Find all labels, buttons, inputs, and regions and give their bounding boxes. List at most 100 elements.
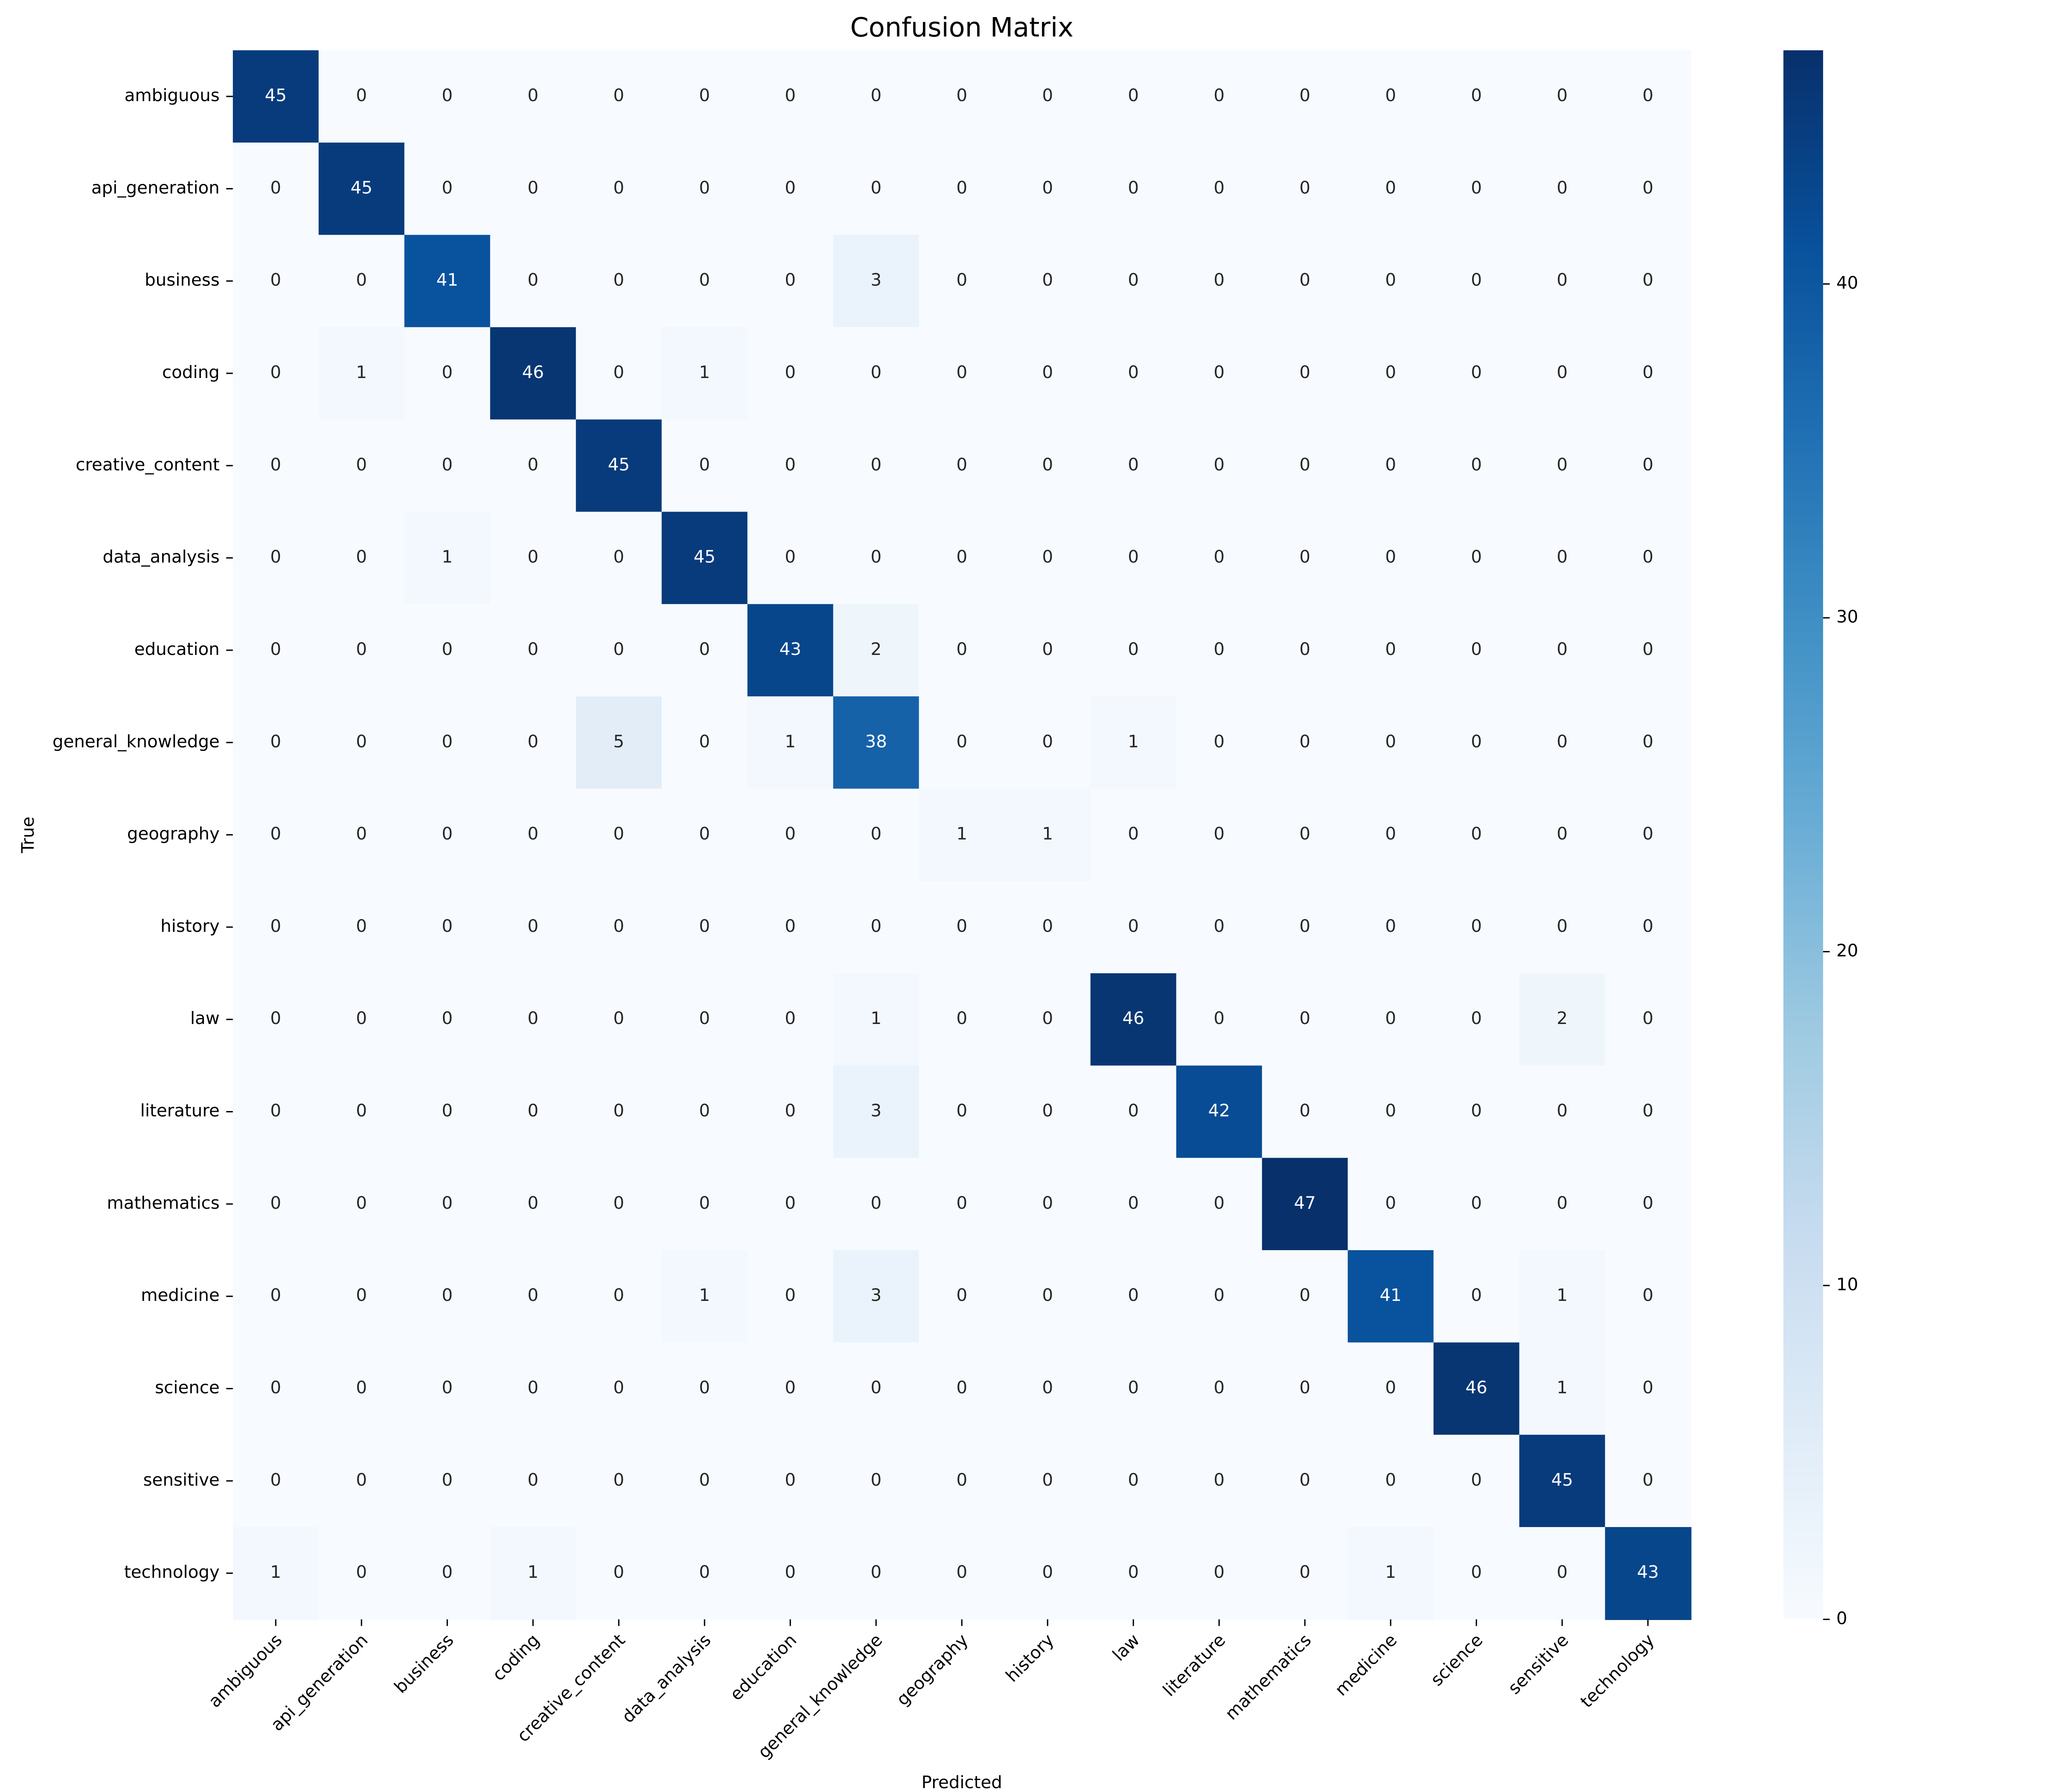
colorbar-tick-label: 40 — [1836, 273, 1858, 293]
cell — [233, 1342, 320, 1436]
cell — [1262, 143, 1349, 236]
cell — [576, 327, 663, 420]
cell-label: 0 — [956, 85, 967, 105]
cell-label: 0 — [1299, 177, 1310, 198]
cell — [747, 235, 834, 328]
cell-label: 0 — [1128, 85, 1139, 105]
cell-label: 0 — [1128, 362, 1139, 382]
cell — [576, 881, 663, 974]
cell — [1605, 604, 1692, 697]
cell — [1004, 1250, 1091, 1343]
x-tick-label: business — [390, 1630, 457, 1697]
cell-label: 0 — [1299, 270, 1310, 290]
cell — [1347, 327, 1434, 420]
cell — [1519, 604, 1606, 697]
cell — [1519, 1250, 1606, 1343]
cell-label: 0 — [1471, 1470, 1482, 1490]
cell — [1090, 1250, 1177, 1343]
cell — [747, 512, 834, 605]
cell-label: 0 — [270, 362, 281, 382]
cell — [1090, 1065, 1177, 1159]
cell-label: 0 — [1042, 1378, 1053, 1398]
cell-label: 0 — [442, 731, 453, 751]
x-tick-label: technology — [1577, 1630, 1658, 1711]
y-tick-label: history — [160, 916, 220, 936]
cell — [490, 881, 577, 974]
cell — [1605, 788, 1692, 882]
cell — [490, 788, 577, 882]
cell-label: 41 — [436, 270, 458, 290]
cell-label: 0 — [1642, 916, 1653, 936]
cell-label: 0 — [1042, 1285, 1053, 1305]
x-tick-label: data_analysis — [618, 1630, 715, 1727]
cell-label: 0 — [1128, 824, 1139, 844]
cell-label: 0 — [442, 454, 453, 474]
cell-label: 3 — [870, 270, 881, 290]
cell-label: 0 — [1299, 916, 1310, 936]
cell-label: 0 — [785, 1470, 796, 1490]
cell-label: 0 — [1556, 824, 1568, 844]
cell-label: 0 — [442, 1101, 453, 1121]
cell-label: 0 — [1556, 1101, 1568, 1121]
cell-label: 1 — [1042, 824, 1053, 844]
cell — [490, 1342, 577, 1436]
cell — [404, 1527, 491, 1620]
cell-label: 0 — [1556, 270, 1568, 290]
cell — [318, 1434, 405, 1528]
cell-label: 0 — [527, 639, 538, 659]
cell-label: 0 — [270, 1101, 281, 1121]
cell-label: 0 — [442, 1193, 453, 1213]
cell-label: 0 — [1213, 270, 1225, 290]
cell-label: 0 — [1385, 177, 1396, 198]
cell-label: 0 — [1642, 1193, 1653, 1213]
cell — [1433, 1434, 1520, 1528]
cell-label: 0 — [956, 1193, 967, 1213]
cell-label: 0 — [699, 177, 710, 198]
cell-label: 0 — [699, 85, 710, 105]
cell-label: 1 — [527, 1562, 538, 1582]
cell-label: 0 — [1213, 1470, 1225, 1490]
cell-label: 0 — [1299, 1285, 1310, 1305]
cell-label: 1 — [870, 1008, 881, 1028]
cell — [1090, 235, 1177, 328]
cell — [1176, 696, 1263, 789]
cell — [1176, 1250, 1263, 1343]
cell-label: 0 — [356, 639, 367, 659]
cell — [919, 788, 1006, 882]
cell-label: 0 — [1299, 639, 1310, 659]
cell — [1176, 881, 1263, 974]
cell-label: 0 — [785, 1562, 796, 1582]
cell-label: 0 — [613, 1378, 624, 1398]
cell — [1176, 1065, 1263, 1159]
cell — [833, 1342, 920, 1436]
cell-label: 0 — [1642, 1378, 1653, 1398]
cell-label: 0 — [1128, 1470, 1139, 1490]
cell-label: 0 — [1128, 1193, 1139, 1213]
cell — [919, 1342, 1006, 1436]
cell — [1347, 604, 1434, 697]
cell — [1347, 512, 1434, 605]
cell-label: 0 — [785, 1101, 796, 1121]
cell — [747, 419, 834, 513]
cell-label: 0 — [785, 1285, 796, 1305]
cell — [576, 696, 663, 789]
cell-label: 0 — [870, 1378, 881, 1398]
cell — [1605, 881, 1692, 974]
cell-label: 0 — [699, 1562, 710, 1582]
cell — [1519, 1527, 1606, 1620]
cell — [1605, 1527, 1692, 1620]
cell — [490, 143, 577, 236]
cell — [233, 973, 320, 1066]
cell — [1004, 327, 1091, 420]
cell-label: 0 — [1556, 916, 1568, 936]
cell-label: 0 — [1385, 639, 1396, 659]
y-tick-label: science — [155, 1378, 220, 1398]
cell — [1433, 881, 1520, 974]
cell — [1605, 419, 1692, 513]
cell — [1519, 881, 1606, 974]
x-tick-label: history — [1002, 1630, 1058, 1686]
cell-label: 0 — [1642, 362, 1653, 382]
cell — [1090, 1158, 1177, 1251]
cell-label: 0 — [442, 1285, 453, 1305]
cell-label: 0 — [270, 547, 281, 567]
